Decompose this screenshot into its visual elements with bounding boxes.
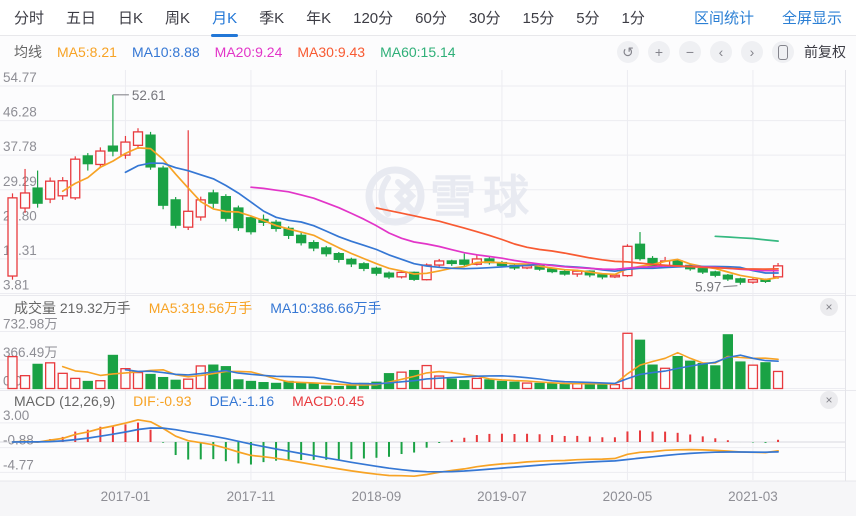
svg-text:2017-11: 2017-11: [227, 489, 276, 504]
svg-text:-0.88: -0.88: [3, 433, 34, 448]
svg-text:29.29: 29.29: [3, 174, 37, 189]
volume-ma10: MA10:386.66万手: [270, 300, 382, 316]
tab-30分[interactable]: 30分: [468, 10, 501, 27]
ma-indicator-row: 均线 MA5:8.21 MA10:8.88 MA20:9.24 MA30:9.43 MA…: [0, 38, 856, 66]
zoom-in-icon[interactable]: +: [648, 41, 670, 63]
svg-text:2020-05: 2020-05: [603, 489, 653, 504]
tab-日K[interactable]: 日K: [118, 10, 144, 27]
svg-text:2018-09: 2018-09: [352, 489, 402, 504]
tab-月K[interactable]: 月K: [211, 7, 239, 37]
volume-pane-header: 成交量 219.32万手 MA5:319.56万手 MA10:386.66万手: [14, 298, 382, 318]
ma-value-ma20: MA20:9.24: [214, 44, 283, 60]
volume-ma5: MA5:319.56万手: [148, 300, 253, 316]
xueqiu-watermark: 雪球: [430, 171, 536, 223]
ma-row-label: 均线: [14, 44, 42, 60]
svg-text:3.81: 3.81: [3, 278, 29, 293]
volume-label: 成交量: [14, 300, 56, 316]
svg-text:-4.77: -4.77: [3, 457, 34, 472]
prev-icon[interactable]: ‹: [710, 41, 732, 63]
macd-label: MACD (12,26,9): [14, 393, 116, 409]
volume-pane-close-icon[interactable]: ×: [820, 298, 838, 316]
toolbar-links: 区间统计 全屏显示: [694, 7, 842, 28]
phone-glyph: [778, 44, 788, 60]
tab-五日[interactable]: 五日: [66, 10, 97, 27]
svg-text:46.28: 46.28: [3, 105, 37, 120]
next-icon[interactable]: ›: [741, 41, 763, 63]
tab-周K[interactable]: 周K: [165, 10, 191, 27]
undo-icon[interactable]: ↺: [617, 41, 639, 63]
period-tabs: 分时 五日 日K 周K 月K 季K 年K 120分 60分 30分 15分 5分 1分: [14, 7, 645, 37]
chart-controls: ↺ + − ‹ ›: [617, 41, 794, 63]
macd-dea: DEA:-1.16: [209, 393, 275, 409]
svg-text:2021-03: 2021-03: [728, 489, 778, 504]
svg-text:5.97: 5.97: [695, 280, 721, 295]
phone-icon[interactable]: [772, 41, 794, 63]
svg-text:52.61: 52.61: [132, 88, 166, 103]
tab-120分[interactable]: 120分: [353, 10, 394, 27]
period-toolbar: 分时 五日 日K 周K 月K 季K 年K 120分 60分 30分 15分 5分 1分 区间统计 全屏显示: [0, 0, 856, 37]
svg-text:3.00: 3.00: [3, 408, 29, 423]
ma-value-ma30: MA30:9.43: [297, 44, 366, 60]
tab-1分[interactable]: 1分: [621, 10, 645, 27]
svg-text:732.98万: 732.98万: [3, 317, 58, 332]
zoom-out-icon[interactable]: −: [679, 41, 701, 63]
macd-pane-close-icon[interactable]: ×: [820, 391, 838, 409]
svg-text:2019-07: 2019-07: [477, 489, 527, 504]
ma-value-ma10: MA10:8.88: [131, 44, 200, 60]
ma-value-ma5: MA5:8.21: [57, 44, 117, 60]
tab-15分[interactable]: 15分: [522, 10, 555, 27]
tab-分时[interactable]: 分时: [14, 10, 45, 27]
tab-季K[interactable]: 季K: [259, 10, 285, 27]
macd-pane-header: MACD (12,26,9) DIF:-0.93 DEA:-1.16 MACD:…: [14, 393, 364, 409]
ma-values: MA5:8.21 MA10:8.88 MA20:9.24 MA30:9.43 MA60:…: [57, 44, 471, 60]
ma-value-ma60: MA60:15.14: [380, 44, 456, 60]
svg-text:37.78: 37.78: [3, 139, 37, 154]
volume-value: 219.32万手: [59, 300, 131, 316]
toolbar-link-全屏显示[interactable]: 全屏显示: [781, 10, 842, 27]
toolbar-link-区间统计[interactable]: 区间统计: [693, 10, 754, 27]
macd-dif: DIF:-0.93: [133, 393, 192, 409]
adjust-mode-button[interactable]: 前复权: [804, 44, 846, 60]
svg-text:2017-01: 2017-01: [101, 489, 151, 504]
tab-60分[interactable]: 60分: [415, 10, 447, 27]
volume-label-value: 成交量 219.32万手: [14, 298, 131, 318]
macd-value: MACD:0.45: [292, 393, 365, 409]
tab-年K[interactable]: 年K: [306, 10, 332, 27]
svg-text:54.77: 54.77: [3, 70, 37, 85]
tab-5分[interactable]: 5分: [576, 10, 600, 27]
